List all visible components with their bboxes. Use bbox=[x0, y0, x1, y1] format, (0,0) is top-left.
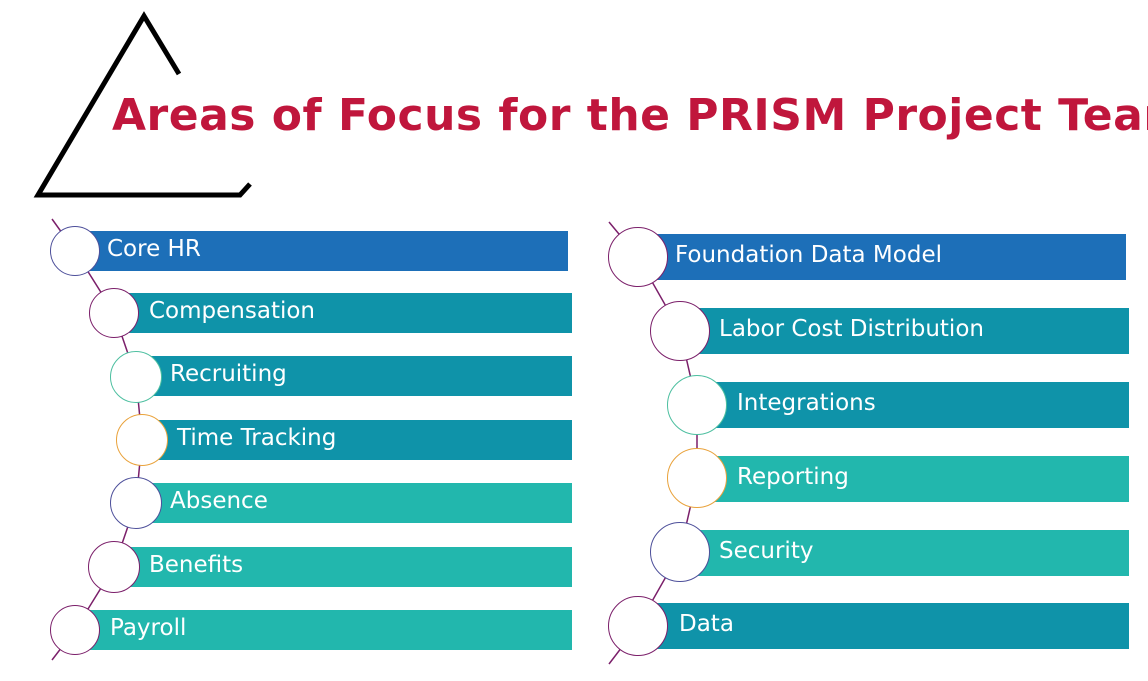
focus-node-security bbox=[650, 522, 710, 582]
focus-node-benefits bbox=[88, 541, 140, 593]
focus-node-core-hr bbox=[50, 226, 100, 276]
focus-node-reporting bbox=[667, 448, 727, 508]
focus-item-recruiting: Recruiting bbox=[136, 356, 572, 396]
focus-node-data bbox=[608, 596, 668, 656]
focus-node-time-tracking bbox=[116, 414, 168, 466]
focus-item-foundation-data-model: Foundation Data Model bbox=[638, 234, 1126, 280]
focus-node-recruiting bbox=[110, 351, 162, 403]
page-title: Areas of Focus for the PRISM Project Tea… bbox=[112, 90, 1148, 141]
focus-item-data: Data bbox=[638, 603, 1129, 649]
triangle-outline bbox=[33, 11, 252, 198]
right-connector-line bbox=[608, 221, 698, 665]
focus-item-benefits: Benefits bbox=[114, 547, 572, 587]
focus-item-labor-cost-distribution: Labor Cost Distribution bbox=[680, 308, 1129, 354]
focus-item-reporting: Reporting bbox=[697, 456, 1129, 502]
focus-item-security: Security bbox=[680, 530, 1129, 576]
focus-node-absence bbox=[110, 477, 162, 529]
focus-node-integrations bbox=[667, 375, 727, 435]
focus-item-absence: Absence bbox=[136, 483, 572, 523]
focus-node-labor-cost-distribution bbox=[650, 301, 710, 361]
focus-node-payroll bbox=[50, 605, 100, 655]
focus-item-time-tracking: Time Tracking bbox=[142, 420, 572, 460]
focus-item-core-hr: Core HR bbox=[75, 231, 568, 271]
focus-node-foundation-data-model bbox=[608, 227, 668, 287]
focus-node-compensation bbox=[89, 288, 139, 338]
focus-item-integrations: Integrations bbox=[697, 382, 1129, 428]
focus-item-compensation: Compensation bbox=[114, 293, 572, 333]
focus-item-payroll: Payroll bbox=[75, 610, 572, 650]
